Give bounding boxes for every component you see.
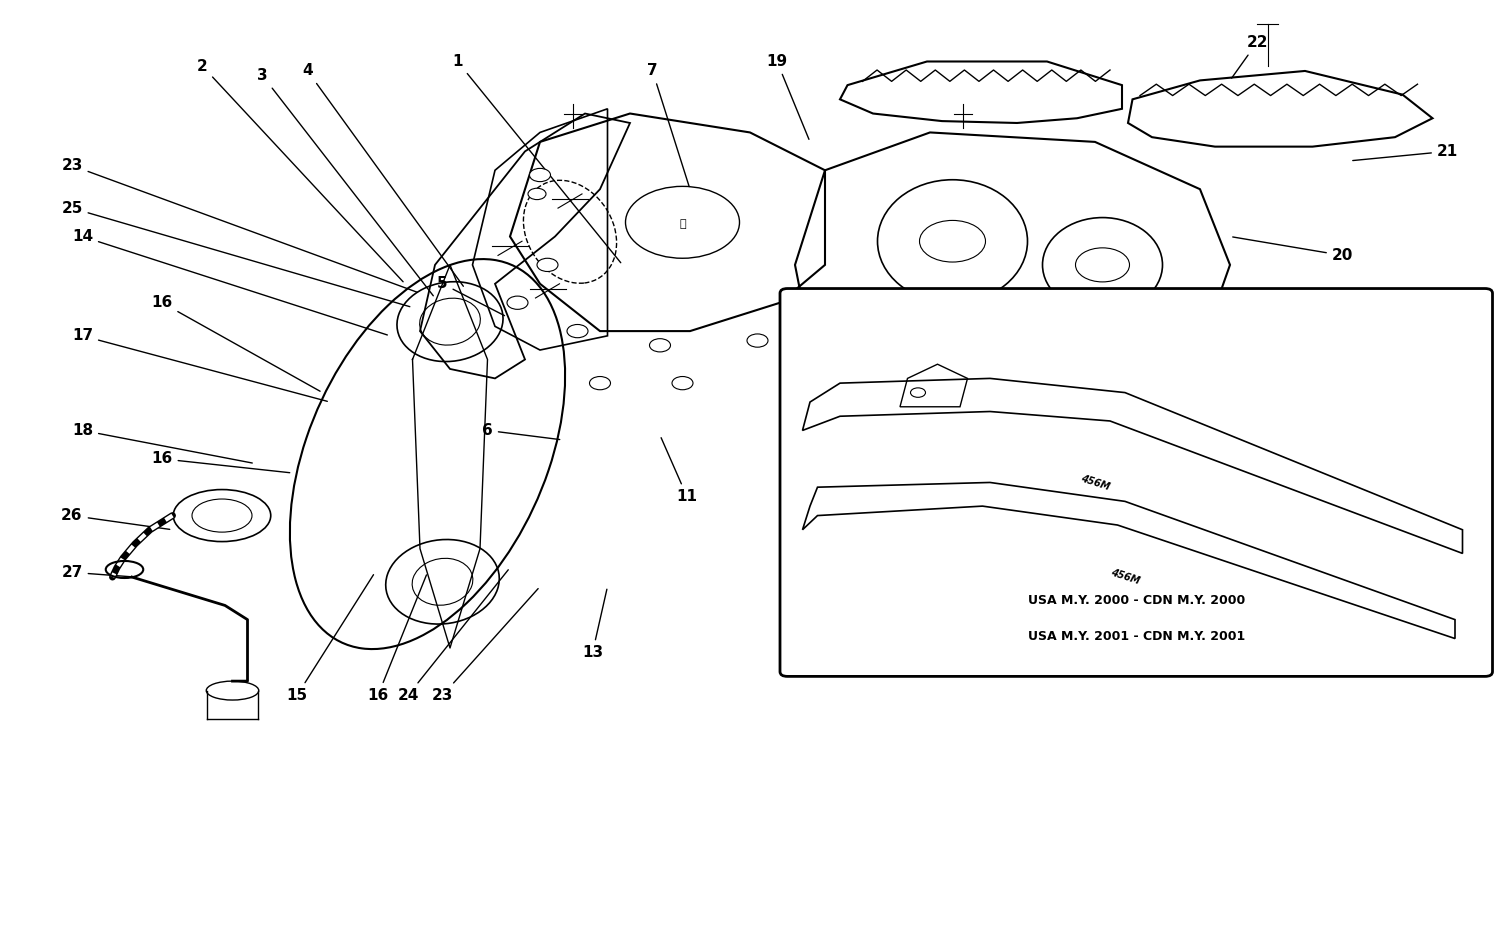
Circle shape <box>537 258 558 272</box>
Circle shape <box>672 377 693 390</box>
Polygon shape <box>833 359 952 464</box>
Text: 27: 27 <box>62 565 132 580</box>
Text: 2: 2 <box>196 59 404 282</box>
Text: 12: 12 <box>1098 364 1413 419</box>
Text: 22: 22 <box>1232 35 1268 79</box>
Text: 15: 15 <box>286 574 374 703</box>
Circle shape <box>980 358 1000 371</box>
Circle shape <box>747 334 768 347</box>
Text: 28: 28 <box>963 348 1004 391</box>
Text: 8: 8 <box>896 379 958 419</box>
Text: USA M.Y. 2000 - CDN M.Y. 2000: USA M.Y. 2000 - CDN M.Y. 2000 <box>1028 594 1245 607</box>
Text: 16: 16 <box>152 451 290 473</box>
Text: 5: 5 <box>436 276 504 316</box>
Circle shape <box>530 168 550 182</box>
Text: 11: 11 <box>662 438 698 504</box>
Text: 🐎: 🐎 <box>680 219 686 229</box>
Text: 6: 6 <box>482 423 560 440</box>
Text: 29: 29 <box>813 348 846 394</box>
Text: 30: 30 <box>1096 437 1131 484</box>
Text: 16: 16 <box>368 575 426 703</box>
Text: 20: 20 <box>858 495 921 598</box>
Text: 20: 20 <box>1233 236 1353 263</box>
Circle shape <box>920 348 940 361</box>
FancyBboxPatch shape <box>780 289 1492 676</box>
Circle shape <box>859 358 880 371</box>
Text: 4: 4 <box>302 63 464 287</box>
Circle shape <box>650 339 670 352</box>
Circle shape <box>528 188 546 200</box>
Text: 25: 25 <box>62 201 410 307</box>
Text: 26: 26 <box>62 508 170 530</box>
Text: 31: 31 <box>1052 442 1086 484</box>
Text: 14: 14 <box>72 229 387 335</box>
Text: 19: 19 <box>766 54 808 139</box>
Text: 10: 10 <box>819 432 892 504</box>
Text: 456M: 456M <box>1078 473 1112 492</box>
Text: 9: 9 <box>850 375 933 419</box>
Text: 23: 23 <box>432 588 538 703</box>
Text: 16: 16 <box>152 295 320 392</box>
Text: 24: 24 <box>398 569 508 703</box>
Text: 17: 17 <box>72 328 327 401</box>
Circle shape <box>590 377 610 390</box>
Text: 19: 19 <box>813 517 868 598</box>
Text: 23: 23 <box>62 158 417 292</box>
Text: USA M.Y. 2001 - CDN M.Y. 2001: USA M.Y. 2001 - CDN M.Y. 2001 <box>1028 630 1245 643</box>
Text: 13: 13 <box>582 589 608 660</box>
Circle shape <box>507 296 528 309</box>
Text: 18: 18 <box>72 423 252 463</box>
Circle shape <box>800 343 820 357</box>
Text: 3: 3 <box>256 68 433 296</box>
Text: 1: 1 <box>453 54 621 263</box>
Circle shape <box>910 388 926 397</box>
Text: 456M: 456M <box>1108 568 1142 587</box>
Circle shape <box>567 324 588 338</box>
Text: 21: 21 <box>1353 144 1458 161</box>
Text: 7: 7 <box>646 63 688 186</box>
